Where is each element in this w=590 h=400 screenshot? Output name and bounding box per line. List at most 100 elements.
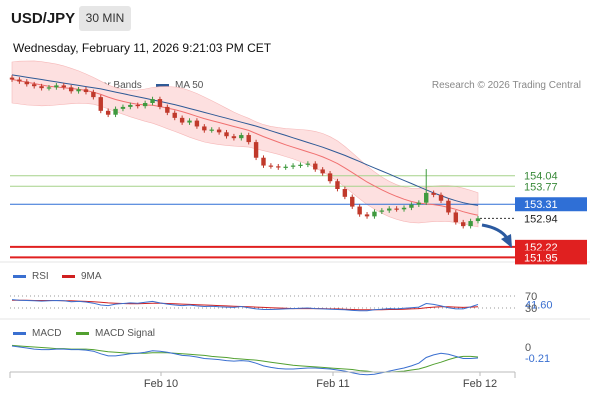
candle-body (327, 173, 333, 182)
candle-body (46, 87, 52, 89)
candle-body (416, 202, 422, 205)
candle-body (202, 126, 207, 131)
candle-body (98, 97, 103, 111)
candle-body (172, 112, 177, 118)
legend-rsi-label: RSI (32, 271, 49, 282)
price-level-label: 151.95 (524, 252, 558, 264)
candle-body (468, 221, 473, 227)
legend-ma50: MA 50 (156, 80, 203, 91)
candle-body (424, 192, 429, 203)
x-tick-label: Feb 10 (144, 378, 178, 390)
candle-body (239, 135, 244, 139)
candle-body (128, 104, 133, 107)
macd-swatch-icon (13, 331, 26, 335)
candle-body (61, 85, 66, 88)
rsi-tick-label: 70 (525, 291, 537, 303)
candle-body (461, 222, 466, 227)
price-label-box (515, 211, 587, 226)
legend-ma50-label: MA 50 (175, 80, 204, 91)
candle-body (113, 108, 118, 115)
candle-body (305, 163, 311, 165)
legend-9ma: 9MA (62, 271, 102, 282)
price-label-box (515, 197, 587, 212)
candle-body (401, 207, 407, 210)
candle-body (431, 192, 436, 195)
candle-body (165, 106, 170, 113)
candle-body (76, 89, 81, 92)
candle-body (194, 120, 200, 127)
interval-button[interactable]: 30 MIN (79, 6, 131, 31)
candle-body (83, 89, 89, 93)
price-level-label: 153.31 (524, 199, 558, 211)
candle-body (313, 163, 318, 170)
candle-body (268, 165, 274, 167)
macd-signal-line (11, 344, 479, 373)
candle-body (246, 135, 251, 143)
candle-body (438, 194, 444, 201)
candle-body (409, 204, 414, 208)
rsi-tick-label: 30 (525, 303, 537, 315)
legend-rsi: RSI (13, 271, 49, 282)
candle-body (364, 214, 370, 217)
candle-body (224, 132, 229, 137)
price-label-box (515, 239, 587, 254)
candle-body (187, 120, 192, 123)
candle-body (231, 136, 237, 139)
copyright: Research © 2026 Trading Central (431, 80, 581, 91)
candle-body (276, 166, 281, 168)
ma20-line (11, 79, 479, 216)
candle-body (17, 79, 22, 82)
candle-body (120, 106, 126, 109)
legend-9ma-label: 9MA (81, 271, 102, 282)
legend-macd-signal: MACD Signal (76, 328, 155, 339)
symbol-title: USD/JPY (11, 10, 76, 27)
rsi-line (11, 299, 479, 312)
candle-body (475, 218, 481, 222)
candle-body (68, 87, 74, 92)
macd-line (11, 345, 479, 376)
candle-body (320, 169, 325, 174)
candle-body (372, 211, 377, 217)
macd-signal-swatch-icon (76, 331, 89, 335)
candle-body (283, 166, 288, 168)
candle-body (54, 85, 59, 88)
candle-body (9, 77, 15, 80)
candle-body (253, 142, 259, 158)
ma50-line (11, 74, 479, 206)
legend-macd-label: MACD (32, 328, 62, 339)
candle-body (179, 117, 185, 123)
candle-body (290, 165, 296, 167)
candle-body (357, 206, 362, 215)
macd-tick-label: 0 (525, 342, 531, 354)
candle-body (142, 103, 148, 107)
candle-body (342, 189, 348, 197)
forecast-arrow-icon (481, 223, 509, 239)
candle-body (446, 200, 451, 213)
candle-body (209, 129, 214, 131)
price-level-label: 153.77 (524, 181, 558, 193)
candle-body (31, 84, 37, 87)
rsi-ma-swatch-icon (62, 274, 75, 278)
candle-body (105, 110, 111, 115)
candle-body (453, 212, 459, 223)
candle-body (298, 164, 303, 166)
candle-body (379, 210, 385, 212)
macd-tick-label: -0.21 (525, 353, 550, 365)
candle-body (24, 81, 29, 85)
x-tick-label: Feb 12 (463, 378, 497, 390)
forecast-arrowhead-icon (501, 234, 512, 248)
price-label-box (515, 250, 587, 265)
x-tick-label: Feb 11 (316, 378, 349, 390)
candle-body (350, 196, 355, 207)
legend-macd: MACD (13, 328, 61, 339)
rsi-tick-label: 41.60 (525, 300, 553, 312)
candle-body (39, 86, 44, 89)
candle-body (335, 181, 340, 189)
candle-body (150, 99, 155, 103)
candle-body (394, 208, 399, 210)
price-level-label: 152.94 (524, 214, 558, 226)
timestamp: Wednesday, February 11, 2026 9:21:03 PM … (13, 41, 272, 55)
legend-signal-label: MACD Signal (95, 328, 156, 339)
candle-body (157, 99, 163, 107)
